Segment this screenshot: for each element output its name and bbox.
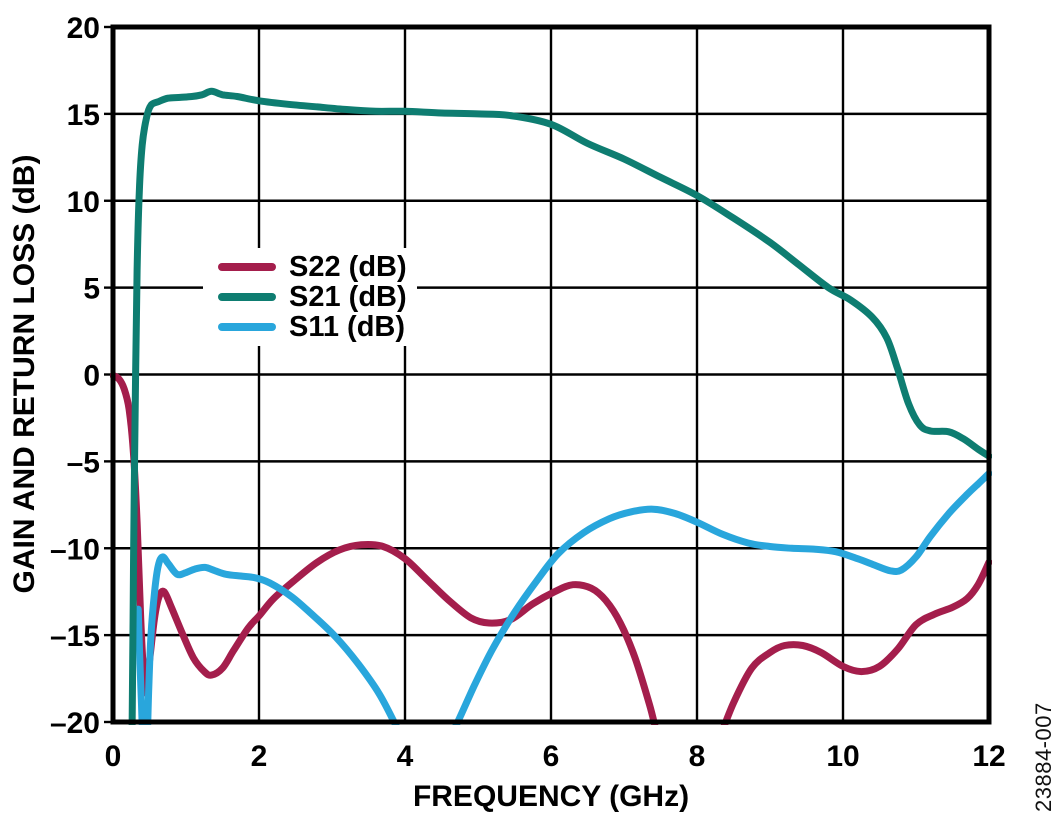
figure-number-watermark: 23884-007 xyxy=(1031,702,1056,812)
y-tick-label: 20 xyxy=(67,12,100,45)
y-tick-labels: 20 15 10 5 0 –5 –10 –15 –20 xyxy=(50,12,100,740)
plot-border xyxy=(110,24,992,725)
legend-item: S22 (dB) xyxy=(218,252,417,282)
y-tick-label: –15 xyxy=(50,620,100,653)
x-tick-label: 12 xyxy=(972,740,1005,773)
legend-swatch xyxy=(218,293,276,301)
x-tick-label: 6 xyxy=(543,740,560,773)
legend-label: S21 (dB) xyxy=(289,281,407,313)
legend: S22 (dB) S21 (dB) S11 (dB) xyxy=(203,248,417,346)
y-axis-title: GAIN AND RETURN LOSS (dB) xyxy=(8,155,41,594)
legend-item: S11 (dB) xyxy=(218,312,417,342)
legend-label: S22 (dB) xyxy=(289,251,407,283)
x-tick-labels: 0 2 4 6 8 10 12 xyxy=(105,740,1006,773)
y-tick-label: 10 xyxy=(67,186,100,219)
gridlines xyxy=(111,25,991,724)
legend-swatch xyxy=(218,323,276,331)
x-tick-label: 4 xyxy=(397,740,414,773)
y-tick-label: –10 xyxy=(50,533,100,566)
y-tick-label: –5 xyxy=(67,446,100,479)
curves xyxy=(110,87,992,725)
legend-label: S11 (dB) xyxy=(289,311,406,343)
x-axis-title: FREQUENCY (GHz) xyxy=(413,780,689,813)
y-tick-label: 0 xyxy=(83,360,100,393)
y-tick-label: –20 xyxy=(50,707,100,740)
y-tick-label: 15 xyxy=(67,99,100,132)
x-tick-label: 0 xyxy=(105,740,122,773)
x-tick-label: 2 xyxy=(251,740,268,773)
legend-item: S21 (dB) xyxy=(218,282,417,312)
x-tick-label: 10 xyxy=(826,740,859,773)
series-line-s11 xyxy=(134,470,992,725)
legend-swatch xyxy=(218,263,276,271)
x-tick-label: 8 xyxy=(689,740,706,773)
y-tick-label: 5 xyxy=(83,273,100,306)
series-line-s21 xyxy=(128,87,992,725)
